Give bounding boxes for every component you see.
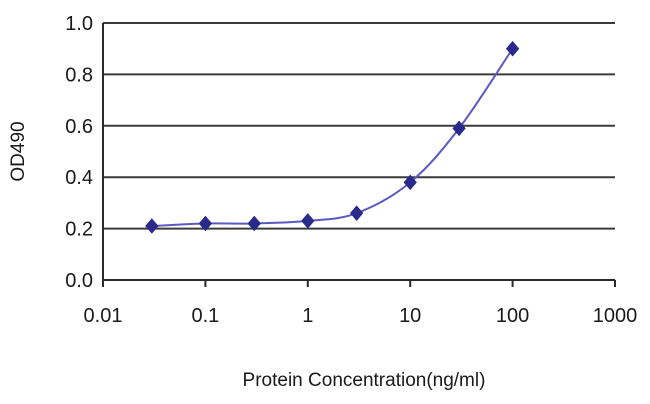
x-tick-label: 0.01 [84,305,123,327]
data-point-diamond [145,218,159,234]
data-point-diamond [505,40,520,57]
y-axis-title: OD490 [8,121,29,181]
y-tick-label: 0.0 [65,270,93,292]
series-layer [145,40,520,234]
y-tick-label: 0.8 [65,64,93,86]
y-tick-label: 0.6 [65,116,93,138]
grid-lines [103,22,615,230]
x-tick-label: 1 [302,305,313,327]
x-tick-label: 10 [399,305,421,327]
plot-background [103,23,615,280]
plot-area [103,23,615,280]
data-point-diamond [403,174,417,191]
data-point-diamond [452,120,466,137]
y-tick-label: 0.4 [65,167,93,189]
y-tick-label: 0.2 [65,219,93,241]
x-tick-label: 1000 [593,305,638,327]
x-axis-title: Protein Concentration(ng/ml) [243,370,486,391]
data-point-diamond [198,215,213,232]
data-point-diamond [349,205,364,221]
x-tick-label: 0.1 [191,305,219,327]
data-point-diamond [247,215,261,232]
axes [102,23,615,281]
y-tick-label: 1.0 [65,13,93,35]
x-tick-label: 100 [496,305,529,327]
data-point-diamond [301,213,315,229]
ticks: 0.0 0.2 0.4 0.6 0.8 1.0 0.01 0.1 1 10 100 1000 [65,13,637,327]
